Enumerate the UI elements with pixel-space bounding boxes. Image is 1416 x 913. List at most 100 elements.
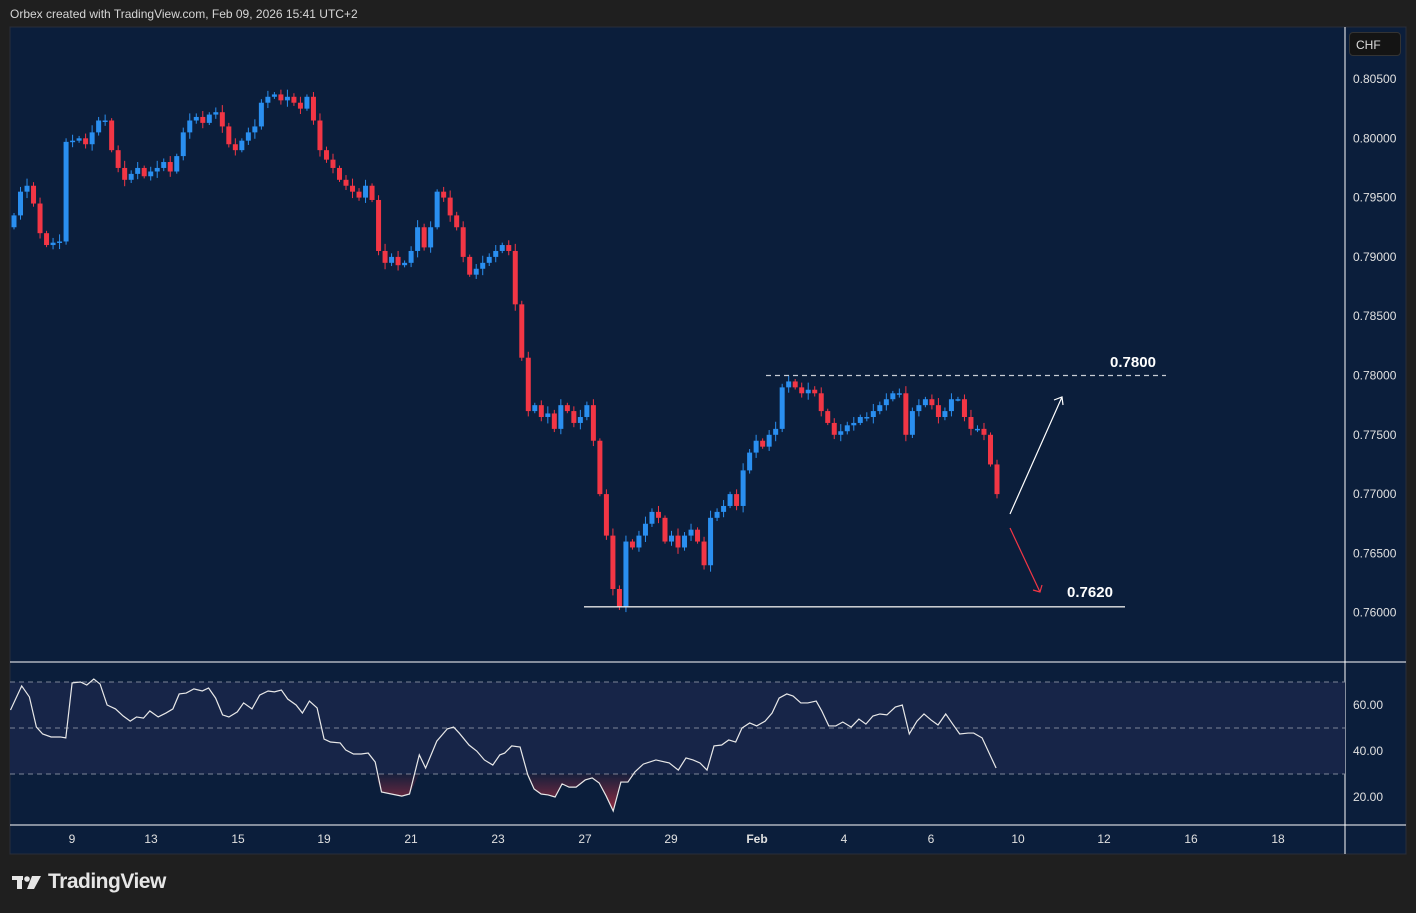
candle-down: [701, 541, 707, 566]
candle-down: [610, 535, 616, 589]
price-tick-label: 0.79000: [1353, 250, 1397, 264]
candle-up: [63, 141, 69, 242]
candle-down: [232, 144, 238, 151]
price-tick-label: 0.78000: [1353, 369, 1397, 383]
rsi-line: [9, 678, 997, 813]
tradingview-logo-icon: [12, 876, 41, 889]
candle-up: [773, 428, 779, 435]
candle-up: [284, 96, 290, 101]
candle-up: [896, 393, 902, 395]
candle-up: [688, 529, 694, 536]
candle-up: [838, 431, 844, 435]
tradingview-logo[interactable]: TradingView: [12, 870, 166, 894]
candle-up: [24, 185, 30, 192]
candle-down: [903, 393, 909, 435]
candle-up: [922, 399, 928, 406]
candle-up: [415, 227, 421, 251]
candle-down: [310, 96, 316, 121]
candle-up: [753, 440, 759, 453]
candle-up: [18, 191, 24, 216]
candle-down: [655, 511, 661, 518]
currency-button[interactable]: CHF: [1349, 32, 1401, 56]
candle-down: [603, 494, 609, 536]
candle-down: [981, 428, 987, 435]
candle-down: [200, 116, 206, 123]
candle-up: [11, 215, 17, 228]
candle-down: [675, 535, 681, 548]
candle-down: [31, 185, 37, 204]
time-tick-label: 13: [144, 832, 158, 846]
candle-up: [682, 535, 688, 548]
candle-down: [376, 199, 382, 251]
price-tick-label: 0.79500: [1353, 191, 1397, 205]
candle-up: [669, 535, 675, 542]
candle-down: [825, 411, 831, 423]
time-tick-label: 18: [1271, 832, 1285, 846]
candle-down: [330, 159, 336, 168]
candle-down: [336, 167, 342, 180]
candle-down: [141, 167, 147, 177]
candle-up: [473, 268, 479, 275]
candle-up: [486, 256, 492, 263]
candle-up: [128, 173, 134, 180]
candle-up: [174, 156, 180, 172]
candle-down: [395, 256, 401, 266]
candle-up: [883, 399, 889, 406]
candle-down: [467, 256, 473, 275]
candle-up: [408, 250, 414, 263]
rsi-tick-label: 60.00: [1353, 698, 1383, 712]
price-axis[interactable]: 0.80500 0.80000 0.79500 0.79000 0.78500 0.780…: [1353, 72, 1397, 620]
candle-down: [323, 150, 329, 160]
candle-down: [616, 588, 622, 607]
candle-down: [506, 245, 512, 251]
candle-down: [369, 185, 375, 200]
candle-down: [109, 120, 115, 151]
candle-down: [343, 179, 349, 186]
candle-down: [226, 126, 232, 145]
price-tick-label: 0.80000: [1353, 131, 1397, 145]
candle-up: [389, 256, 395, 263]
candle-up: [747, 452, 753, 471]
arrow-down-icon[interactable]: [1009, 527, 1043, 593]
time-tick-label: 6: [928, 832, 935, 846]
candle-up: [57, 241, 63, 243]
rsi-axis[interactable]: 60.00 40.00 20.00: [1353, 698, 1383, 804]
candle-down: [935, 405, 941, 418]
candle-down: [297, 102, 303, 109]
candle-up: [857, 417, 863, 423]
arrow-up-icon[interactable]: [1009, 396, 1064, 515]
candle-down: [454, 215, 460, 228]
candle-up: [584, 405, 590, 418]
time-axis[interactable]: 9 13 15 19 21 23 27 29 Feb 4 6 10 12 16 18: [69, 832, 1285, 846]
candle-up: [851, 422, 857, 426]
candle-down: [994, 464, 1000, 495]
candle-up: [727, 494, 733, 506]
candle-up: [721, 505, 727, 512]
rsi-tick-label: 20.00: [1353, 790, 1383, 804]
candle-up: [480, 262, 486, 269]
rsi-indicator: [9, 678, 997, 813]
price-tick-label: 0.76000: [1353, 606, 1397, 620]
candle-down: [818, 393, 824, 412]
candle-up: [76, 138, 82, 141]
candle-down: [695, 529, 701, 542]
candle-up: [805, 389, 811, 394]
candle-down: [441, 191, 447, 198]
candle-down: [356, 191, 362, 198]
candle-up: [708, 517, 714, 566]
candle-up: [844, 425, 850, 432]
drawings[interactable]: 0.7800 0.7620: [584, 354, 1166, 608]
time-tick-label: 16: [1184, 832, 1198, 846]
candle-up: [974, 428, 980, 431]
candle-down: [512, 250, 518, 305]
candle-down: [629, 541, 635, 548]
candles: [11, 89, 1000, 613]
candle-up: [102, 120, 108, 123]
time-tick-label: 23: [491, 832, 505, 846]
time-tick-label: 29: [664, 832, 678, 846]
candle-down: [831, 422, 837, 435]
candle-up: [890, 393, 896, 400]
candle-up: [545, 413, 551, 418]
candle-up: [948, 399, 954, 412]
